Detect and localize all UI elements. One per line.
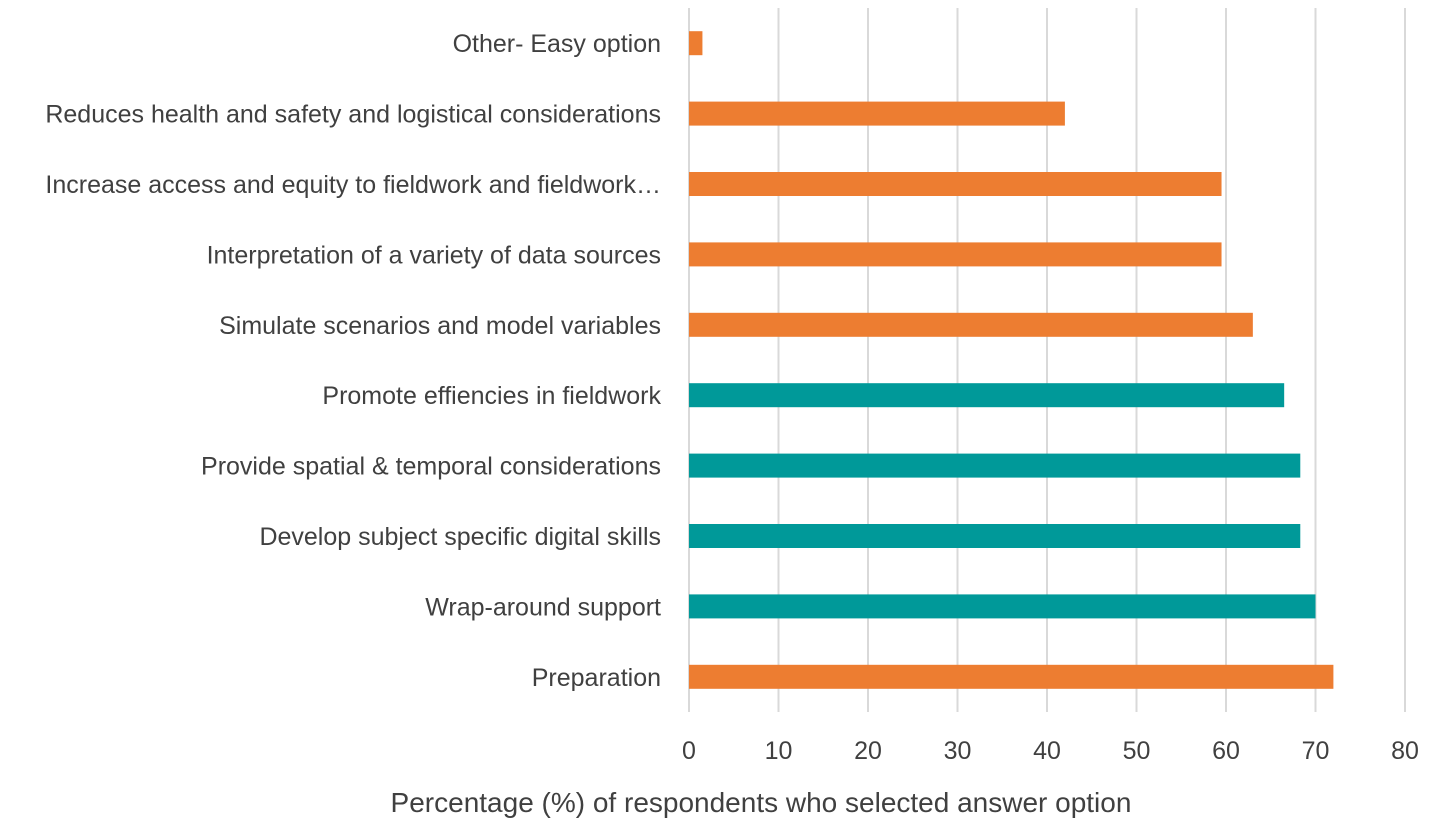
category-label-0: Other- Easy option — [453, 30, 661, 58]
bars — [689, 31, 1334, 689]
x-tick-label-10: 10 — [765, 737, 793, 765]
category-label-9: Preparation — [532, 664, 661, 692]
bar-7 — [689, 524, 1301, 548]
x-tick-label-20: 20 — [854, 737, 882, 765]
bar-2 — [689, 172, 1222, 196]
bar-8 — [689, 594, 1316, 619]
category-label-8: Wrap-around support — [425, 593, 661, 621]
category-label-6: Provide spatial & temporal consideration… — [201, 453, 661, 481]
bar-3 — [689, 242, 1222, 267]
x-tick-label-60: 60 — [1212, 737, 1240, 765]
category-label-3: Interpretation of a variety of data sour… — [207, 241, 661, 269]
x-tick-label-80: 80 — [1391, 737, 1419, 765]
bar-6 — [689, 453, 1301, 478]
x-tick-label-50: 50 — [1123, 737, 1151, 765]
bar-1 — [689, 101, 1065, 126]
x-tick-label-0: 0 — [682, 737, 696, 765]
category-labels: Other- Easy option Reduces health and saf… — [45, 30, 661, 692]
bar-4 — [689, 312, 1253, 337]
x-tick-label-70: 70 — [1302, 737, 1330, 765]
x-tick-label-30: 30 — [944, 737, 972, 765]
category-label-1: Reduces health and safety and logistical… — [45, 101, 661, 129]
x-tick-label-40: 40 — [1033, 737, 1061, 765]
bar-5 — [689, 383, 1285, 408]
x-axis-title: Percentage (%) of respondents who select… — [391, 787, 1132, 818]
category-label-7: Develop subject specific digital skills — [259, 523, 661, 551]
category-label-2: Increase access and equity to fieldwork … — [45, 171, 661, 199]
category-label-5: Promote effiencies in fieldwork — [322, 382, 661, 410]
x-tick-labels: 0 10 20 30 40 50 60 70 80 — [682, 737, 1419, 765]
bar-9 — [689, 664, 1334, 689]
bar-0 — [689, 31, 703, 56]
category-label-4: Simulate scenarios and model variables — [219, 312, 661, 340]
